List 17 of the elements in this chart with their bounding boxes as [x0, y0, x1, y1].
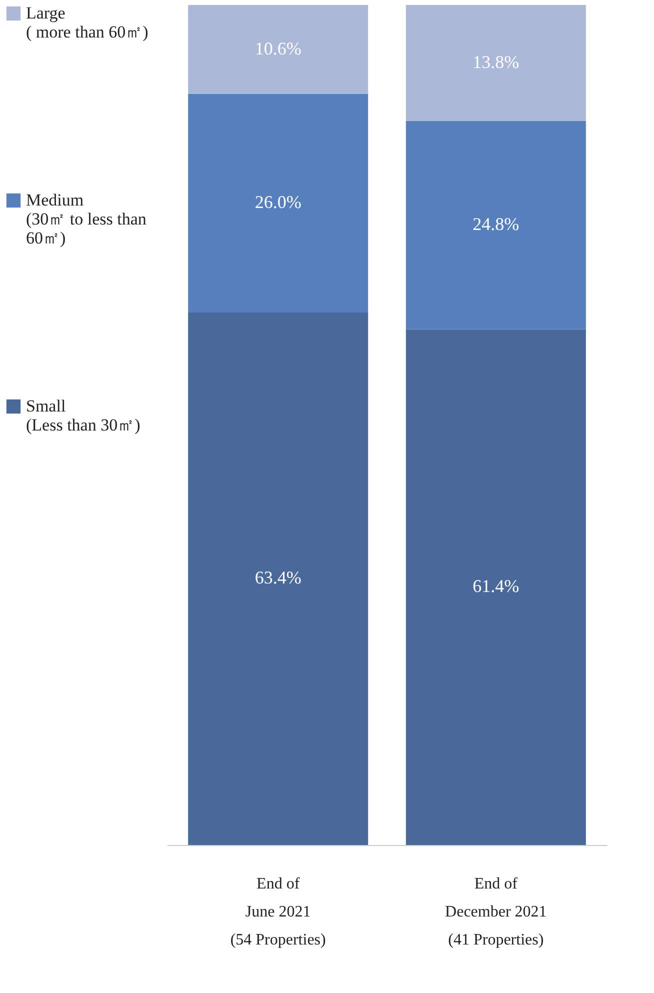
data-label: 13.8%	[472, 52, 520, 72]
data-label: 26.0%	[254, 192, 302, 212]
bar	[406, 329, 586, 845]
bar	[406, 5, 586, 121]
data-label: 63.4%	[254, 568, 302, 588]
bar	[188, 94, 368, 312]
x-tick-label: End of December 2021 (41 Properties)	[445, 876, 547, 948]
data-label: 61.4%	[472, 576, 520, 596]
data-label: 24.8%	[472, 214, 520, 234]
legend-label: Small (Less than 30㎡)	[26, 396, 140, 434]
x-tick-label: End of June 2021 (54 Properties)	[230, 876, 326, 948]
bar	[188, 5, 368, 94]
data-label: 10.6%	[254, 38, 302, 59]
bar	[406, 120, 586, 330]
bar	[188, 312, 368, 845]
legend-label: Large ( more than 60㎡)	[26, 4, 148, 42]
legend-label: Medium (30㎡ to less than 60㎡)	[26, 190, 147, 248]
